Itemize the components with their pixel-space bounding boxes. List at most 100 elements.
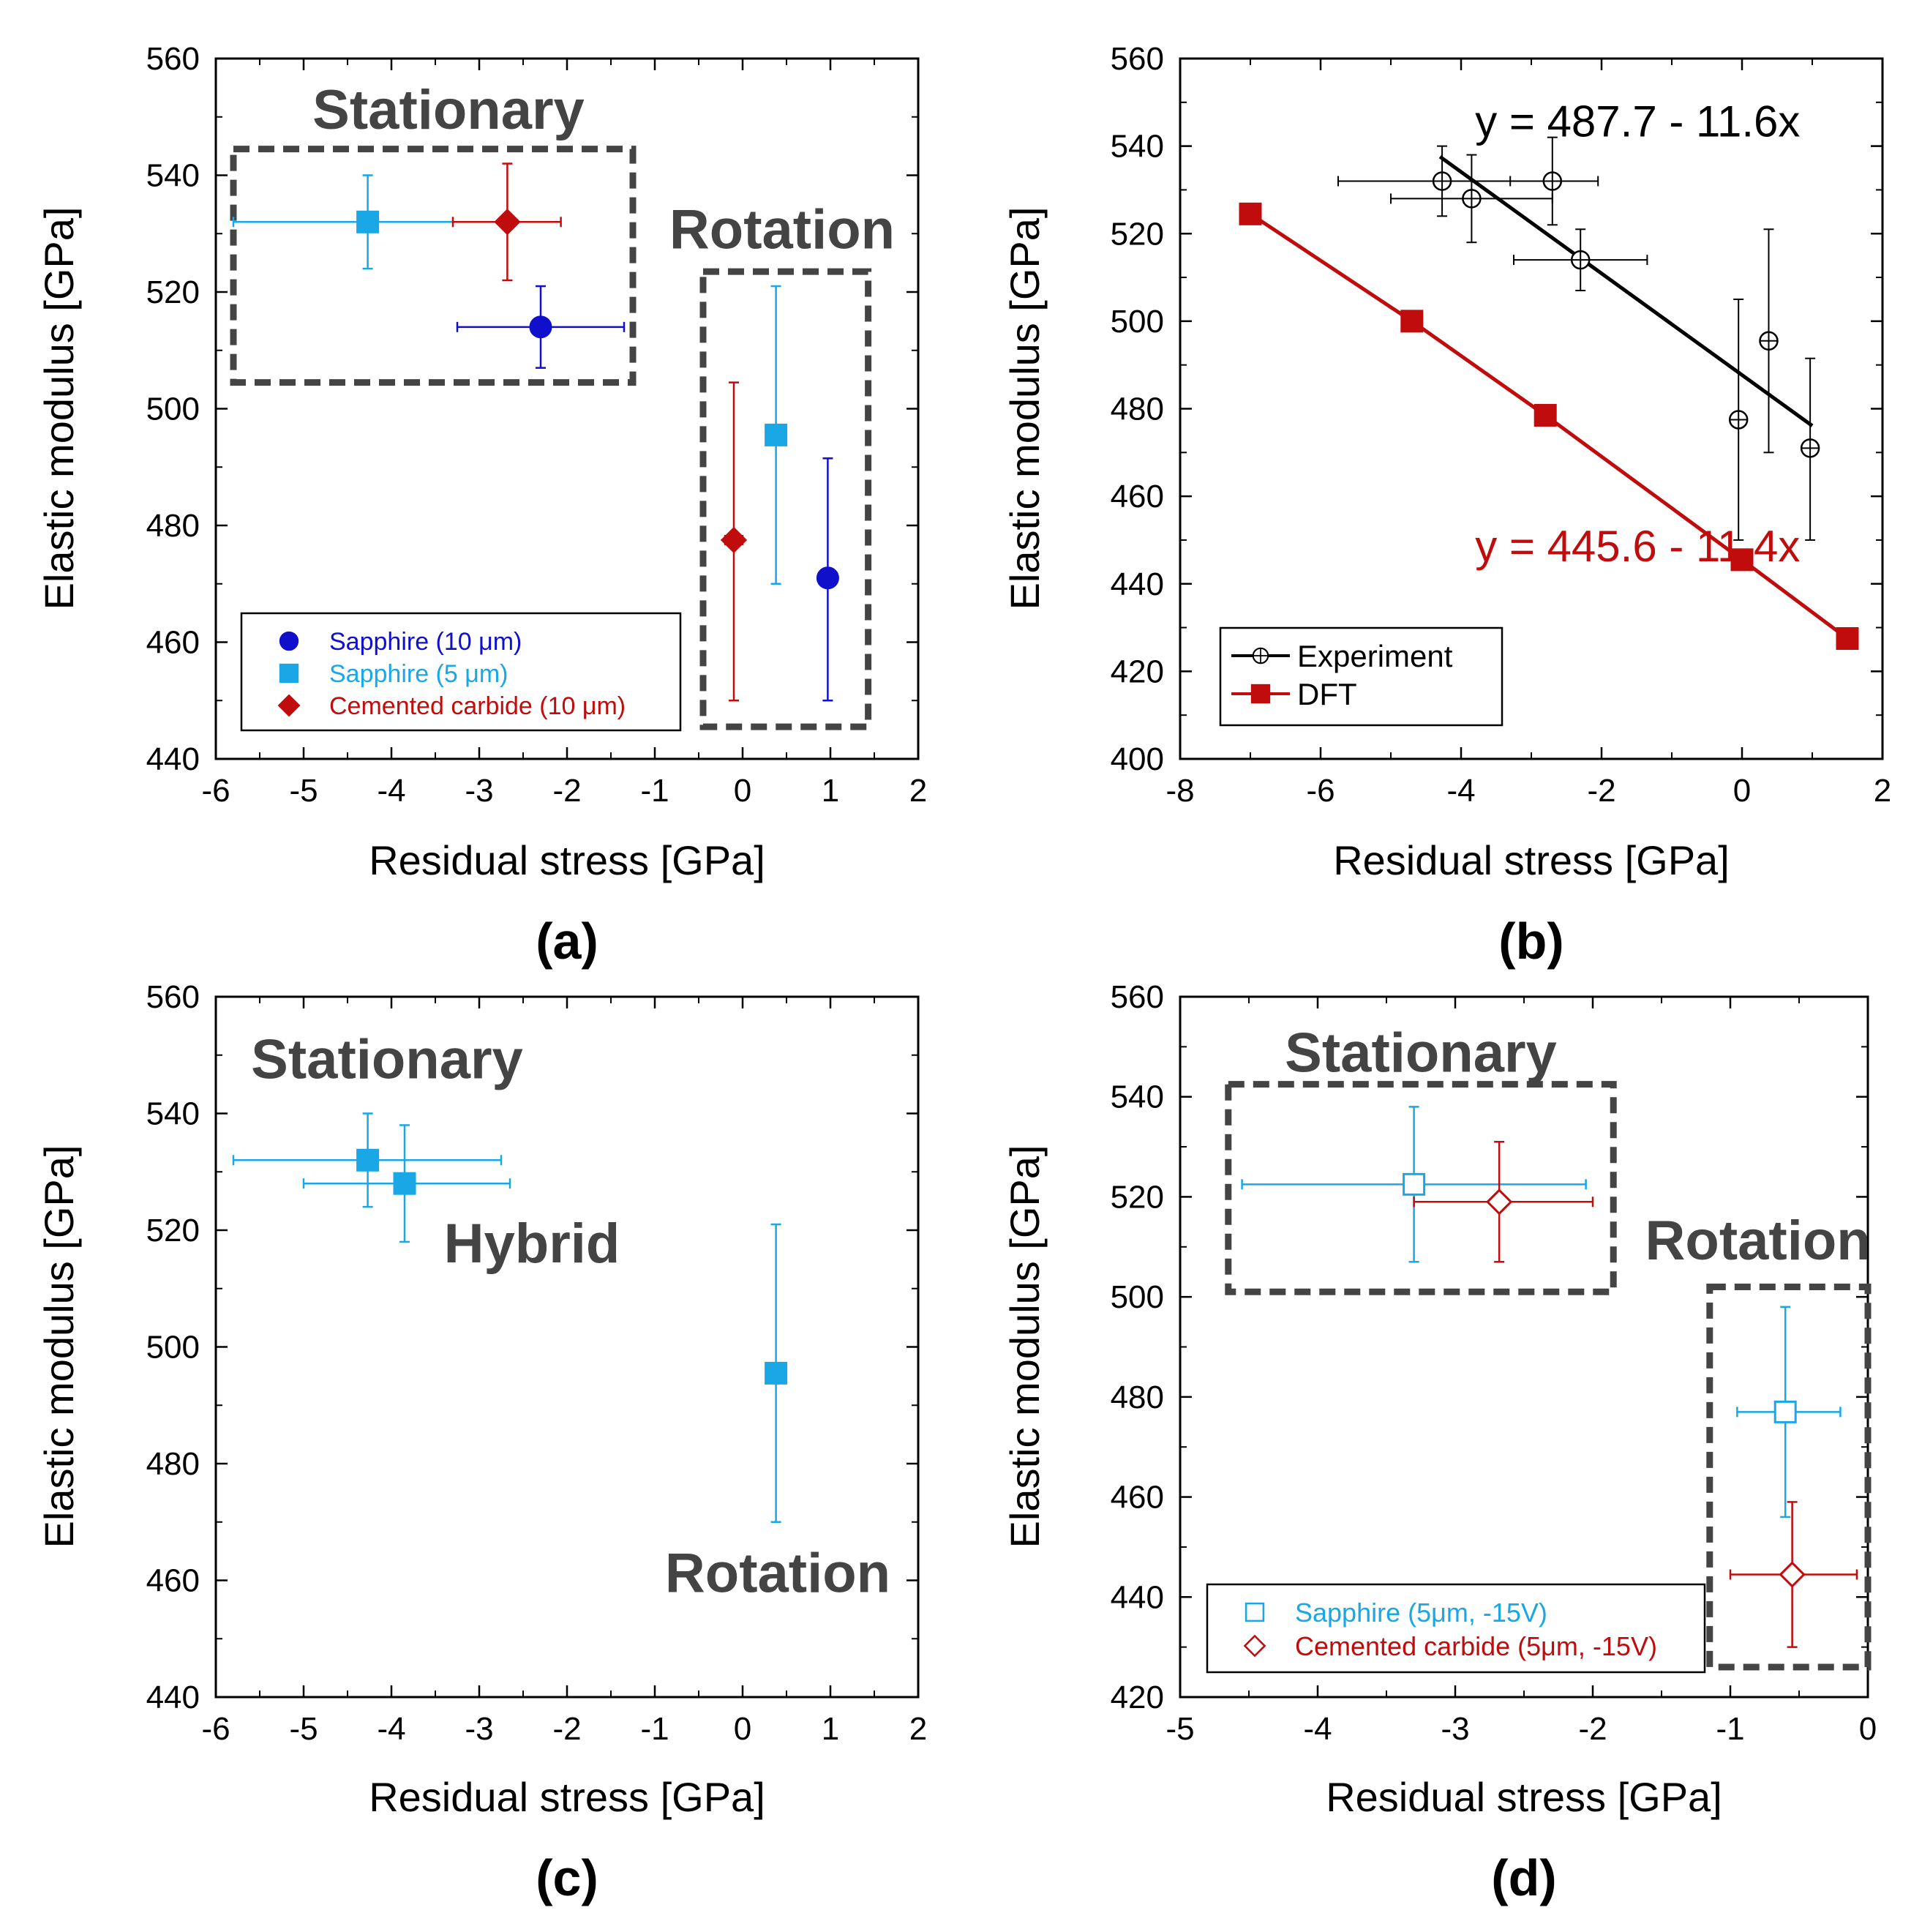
x-tick-label-a-3: -3: [465, 773, 493, 809]
marks-d: [1241, 1106, 1858, 1648]
dashed-box-d-0: [1225, 1081, 1617, 1295]
annotation-a-1: Rotation: [669, 198, 895, 261]
legend-marker-a-2: [277, 694, 301, 717]
y-tick-label-c-2: 480: [146, 1446, 200, 1482]
x-tick-label-a-6: 0: [734, 773, 751, 809]
legend-symbol-a-2: [277, 694, 301, 717]
x-tick-label-a-2: -4: [377, 773, 405, 809]
y-tick-label-a-3: 500: [146, 392, 200, 427]
panel-label-d: (d): [1491, 1849, 1556, 1906]
y-tick-label-b-1: 420: [1111, 654, 1164, 689]
y-tick-label-c-3: 500: [146, 1330, 200, 1366]
x-tick-label-a-0: -6: [201, 773, 230, 809]
y-axis-label-d: Elastic modulus [GPa]: [1002, 1145, 1048, 1549]
y-tick-label-a-4: 520: [146, 274, 200, 310]
series-a-1: [232, 174, 788, 585]
x-tick-label-d-3: -2: [1578, 1711, 1607, 1747]
x-tick-label-c-6: 0: [734, 1711, 751, 1747]
legend-label-a-0: Sapphire (10 μm): [329, 628, 522, 656]
x-tick-label-c-1: -5: [289, 1711, 318, 1747]
legend-label-b-1: DFT: [1297, 677, 1357, 711]
annotation-b-1: y = 445.6 - 11.4x: [1475, 522, 1800, 571]
y-tick-label-b-7: 540: [1111, 129, 1164, 165]
x-tick-label-b-0: -8: [1165, 773, 1194, 809]
point-b-0-5: [1759, 331, 1779, 351]
ticks-b: -8 -6 -4 -2 0 2 400 420 440 460 480 500 520 540 560: [1111, 41, 1892, 809]
series-d-1: [1413, 1140, 1858, 1648]
y-tick-label-d-5: 520: [1111, 1179, 1164, 1215]
panel-b: -8 -6 -4 -2 0 2 400 420 440 460 480 500 520 540 560 y …: [1002, 41, 1891, 970]
y-tick-label-b-4: 480: [1111, 392, 1164, 427]
legend-symbol-a-1: [279, 663, 299, 684]
panel-label-c: (c): [536, 1849, 598, 1906]
x-tick-label-a-4: -2: [552, 773, 581, 809]
x-tick-label-a-8: 2: [909, 773, 927, 809]
x-tick-label-c-0: -6: [201, 1711, 230, 1747]
point-c-0-0: [356, 1148, 380, 1172]
annotations-b: y = 487.7 - 11.6x y = 445.6 - 11.4x: [1475, 97, 1800, 571]
legend-b: Experiment DFT: [1219, 626, 1504, 727]
y-tick-label-a-1: 460: [146, 625, 200, 661]
legend-symbol-b-0: [1252, 647, 1269, 664]
y-tick-label-a-5: 540: [146, 158, 200, 194]
x-tick-label-b-2: -4: [1446, 773, 1475, 809]
point-b-0-1: [1462, 189, 1482, 209]
x-tick-label-c-5: -1: [640, 1711, 669, 1747]
legend-marker-d-1: [1243, 1634, 1266, 1658]
annotations-c: Stationary Hybrid Rotation: [251, 1029, 890, 1605]
legend-symbol-b-1: [1250, 684, 1271, 704]
annotation-c-0: Stationary: [251, 1029, 523, 1091]
series-a-2: [451, 162, 748, 702]
x-tick-label-d-2: -3: [1441, 1711, 1469, 1747]
y-tick-label-d-3: 480: [1111, 1379, 1164, 1415]
y-tick-label-d-7: 560: [1111, 979, 1164, 1015]
y-tick-label-c-0: 440: [146, 1680, 200, 1715]
point-b-1-2: [1534, 403, 1557, 427]
x-tick-label-c-2: -4: [377, 1711, 405, 1747]
point-b-0-6: [1800, 438, 1820, 458]
annotation-d-1: Rotation: [1645, 1210, 1871, 1272]
legend-d: Sapphire (5μm, -15V)Cemented carbide (5μ…: [1206, 1583, 1706, 1674]
x-tick-label-d-1: -4: [1303, 1711, 1332, 1747]
marks-b: [1239, 136, 1859, 651]
point-b-1-0: [1239, 202, 1262, 225]
boxes-d: [1225, 1081, 1872, 1671]
point-b-0-3: [1570, 250, 1591, 270]
y-axis-label-b: Elastic modulus [GPa]: [1002, 207, 1048, 610]
annotations-a: Stationary Rotation: [312, 79, 895, 261]
x-tick-label-c-4: -2: [552, 1711, 581, 1747]
x-tick-label-d-5: 0: [1859, 1711, 1877, 1747]
x-tick-label-c-3: -3: [465, 1711, 493, 1747]
x-axis-label-c: Residual stress [GPa]: [369, 1774, 765, 1820]
legend-marker-d-0: [1245, 1602, 1265, 1622]
panel-label-b: (b): [1498, 913, 1563, 970]
point-b-0-0: [1432, 171, 1452, 191]
y-tick-label-b-0: 400: [1111, 741, 1164, 777]
legend-label-d-1: Cemented carbide (5μm, -15V): [1295, 1631, 1657, 1661]
y-tick-label-a-0: 440: [146, 741, 200, 777]
y-tick-label-d-4: 500: [1111, 1279, 1164, 1315]
y-tick-label-d-1: 440: [1111, 1579, 1164, 1615]
x-tick-label-b-5: 2: [1874, 773, 1891, 809]
y-tick-label-c-5: 540: [146, 1096, 200, 1132]
series-d-0: [1241, 1106, 1842, 1519]
dashed-box-a-1: [699, 268, 872, 730]
marks-c: [232, 1112, 788, 1523]
y-tick-label-d-0: 420: [1111, 1680, 1164, 1715]
point-d-0-1: [1773, 1400, 1797, 1423]
x-tick-label-c-8: 2: [909, 1711, 927, 1747]
y-tick-label-b-8: 560: [1111, 41, 1164, 77]
legend-frame-d: [1206, 1583, 1706, 1674]
legend-marker-b-1: [1250, 684, 1271, 704]
x-tick-label-a-1: -5: [289, 773, 318, 809]
y-tick-label-b-2: 440: [1111, 566, 1164, 602]
y-tick-label-d-2: 460: [1111, 1480, 1164, 1516]
x-tick-label-a-7: 1: [822, 773, 839, 809]
point-c-0-2: [765, 1361, 788, 1385]
x-tick-label-a-5: -1: [640, 773, 669, 809]
legend-symbol-a-0: [279, 631, 299, 651]
dashed-box-d-1: [1706, 1283, 1872, 1671]
y-tick-label-b-5: 500: [1111, 304, 1164, 340]
y-axis-label-a: Elastic modulus [GPa]: [36, 207, 82, 610]
x-axis-label-d: Residual stress [GPa]: [1326, 1774, 1722, 1820]
